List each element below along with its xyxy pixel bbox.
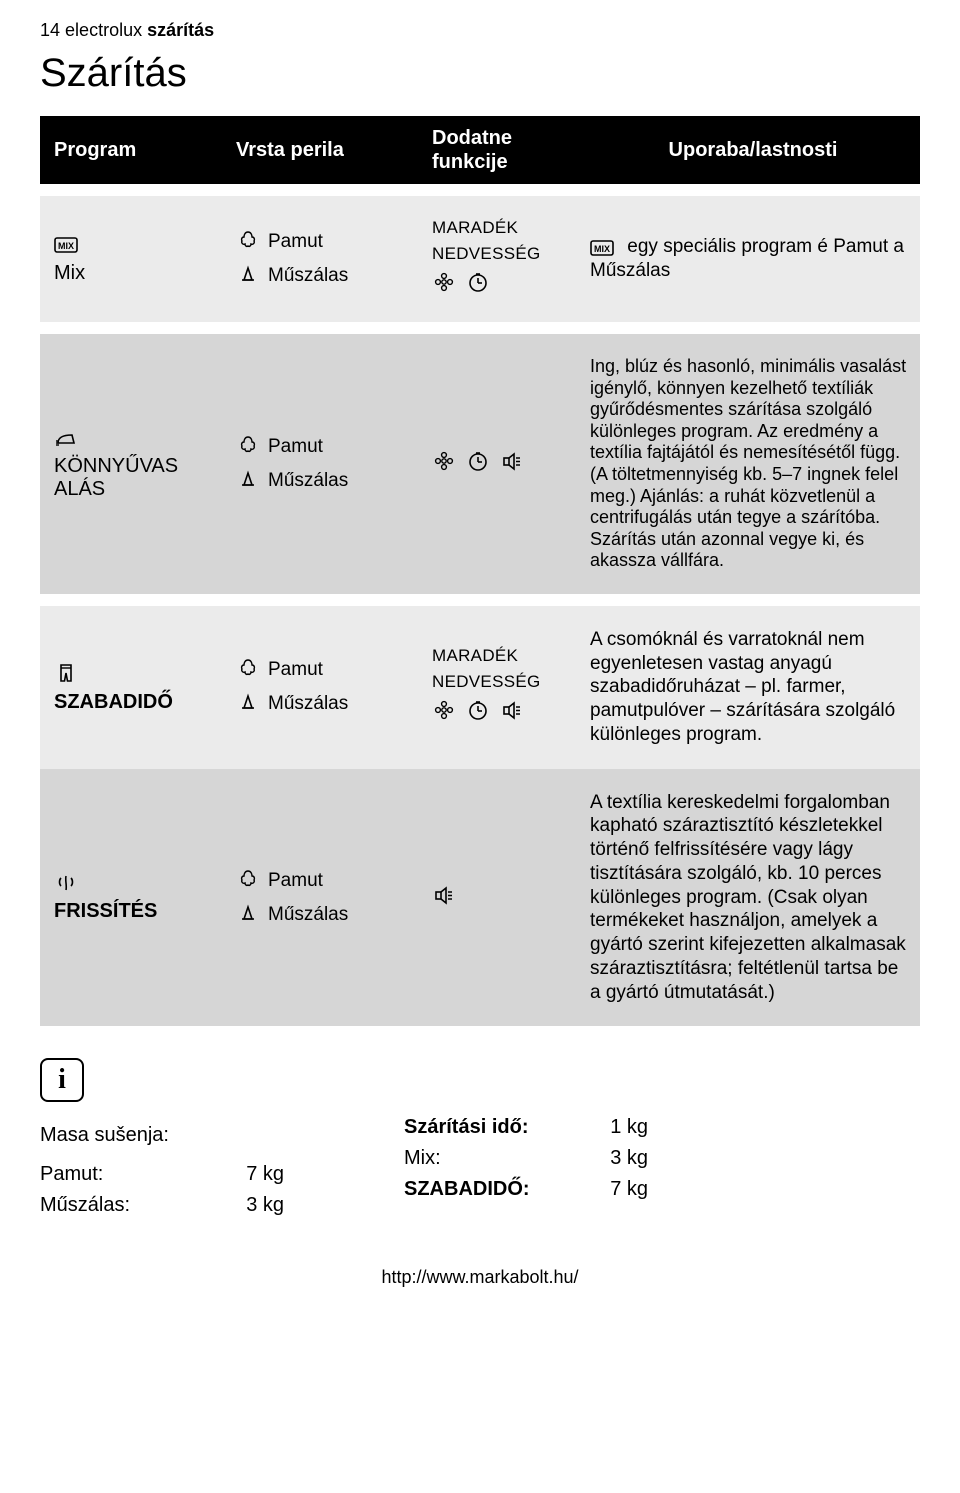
th-program: Program [40, 139, 230, 162]
iron-icon [54, 427, 80, 455]
footer-url: http://www.markabolt.hu/ [40, 1267, 920, 1288]
th-vrsta: Vrsta perila [230, 139, 426, 162]
table-row-frissites: FRISSÍTÉS Pamut Műszálas A textília kere… [40, 769, 920, 1027]
program-label-mix: Mix [54, 262, 224, 285]
synth-icon [236, 901, 260, 929]
program-label-szabadido: SZABADIDŐ [54, 691, 224, 714]
flower-icon [432, 449, 456, 479]
section-name: szárítás [147, 20, 214, 40]
info-right: Szárítási idő: 1 kg Mix: 3 kg SZABADIDŐ:… [404, 1116, 648, 1217]
desc-konnyuvas: Ing, blúz és hasonló, minimális vasalást… [590, 356, 914, 572]
info-right-row-mix: Mix: 3 kg [404, 1147, 648, 1170]
page-number: 14 [40, 20, 60, 40]
flower-icon [432, 270, 456, 300]
table-row-szabadido: SZABADIDŐ Pamut Műszálas MARADÉK NEDVESS… [40, 606, 920, 769]
page-header: 14 electrolux szárítás [40, 20, 920, 41]
func-maradek-2: MARADÉK [432, 646, 580, 666]
th-usage: Uporaba/lastnosti [586, 139, 920, 162]
buzzer-icon [432, 883, 456, 913]
clock-icon [466, 698, 490, 728]
info-left-row-pamut: Pamut: 7 kg [40, 1163, 284, 1186]
info-left-title: Masa sušenja: [40, 1124, 284, 1147]
refresh-icon [54, 872, 78, 900]
cotton-icon [236, 656, 260, 684]
mix-icon-small [590, 237, 614, 257]
flower-icon [432, 698, 456, 728]
program-label-frissites: FRISSÍTÉS [54, 900, 224, 923]
buzzer-icon [500, 698, 524, 728]
cotton-icon [236, 433, 260, 461]
cotton-icon [236, 228, 260, 256]
page-title: Szárítás [40, 51, 920, 96]
synth-icon [236, 262, 260, 290]
brand-name: electrolux [65, 20, 142, 40]
program-label-konnyuvas-2: ALÁS [54, 478, 224, 501]
synth-icon [236, 467, 260, 495]
info-left-row-muszalas: Műszálas: 3 kg [40, 1194, 284, 1217]
program-label-konnyuvas-1: KÖNNYŰVAS [54, 455, 224, 478]
table-row-mix: Mix Pamut Műszálas MARADÉK NEDVESSÉG egy [40, 196, 920, 322]
cotton-icon [236, 867, 260, 895]
info-section: i Masa sušenja: Pamut: 7 kg Műszálas: 3 … [40, 1058, 920, 1217]
info-icon: i [40, 1058, 84, 1102]
mix-icon [54, 234, 78, 262]
clock-icon [466, 270, 490, 300]
fabric-pamut: Pamut [268, 231, 323, 253]
info-right-row-szabadido: SZABADIDŐ: 7 kg [404, 1178, 648, 1201]
table-row-konnyuvas: KÖNNYŰVAS ALÁS Pamut Műszálas Ing, blúz … [40, 334, 920, 594]
th-func: Dodatne funkcije [426, 126, 586, 174]
info-right-row-time: Szárítási idő: 1 kg [404, 1116, 648, 1139]
table-header-row: Program Vrsta perila Dodatne funkcije Up… [40, 116, 920, 184]
jeans-icon [54, 661, 78, 691]
desc-frissites: A textília kereskedelmi forgalomban kaph… [590, 791, 914, 1005]
fabric-muszalas: Műszálas [268, 265, 348, 287]
func-nedvesseg-1: NEDVESSÉG [432, 244, 580, 264]
info-left: i Masa sušenja: Pamut: 7 kg Műszálas: 3 … [40, 1058, 284, 1217]
func-nedvesseg-2: NEDVESSÉG [432, 672, 580, 692]
buzzer-icon [500, 449, 524, 479]
func-maradek-1: MARADÉK [432, 218, 580, 238]
desc-mix: egy speciális program é Pamut a Műszálas [590, 235, 914, 283]
clock-icon [466, 449, 490, 479]
synth-icon [236, 690, 260, 718]
desc-szabadido: A csomóknál és varratoknál nem egyenlete… [590, 628, 914, 747]
